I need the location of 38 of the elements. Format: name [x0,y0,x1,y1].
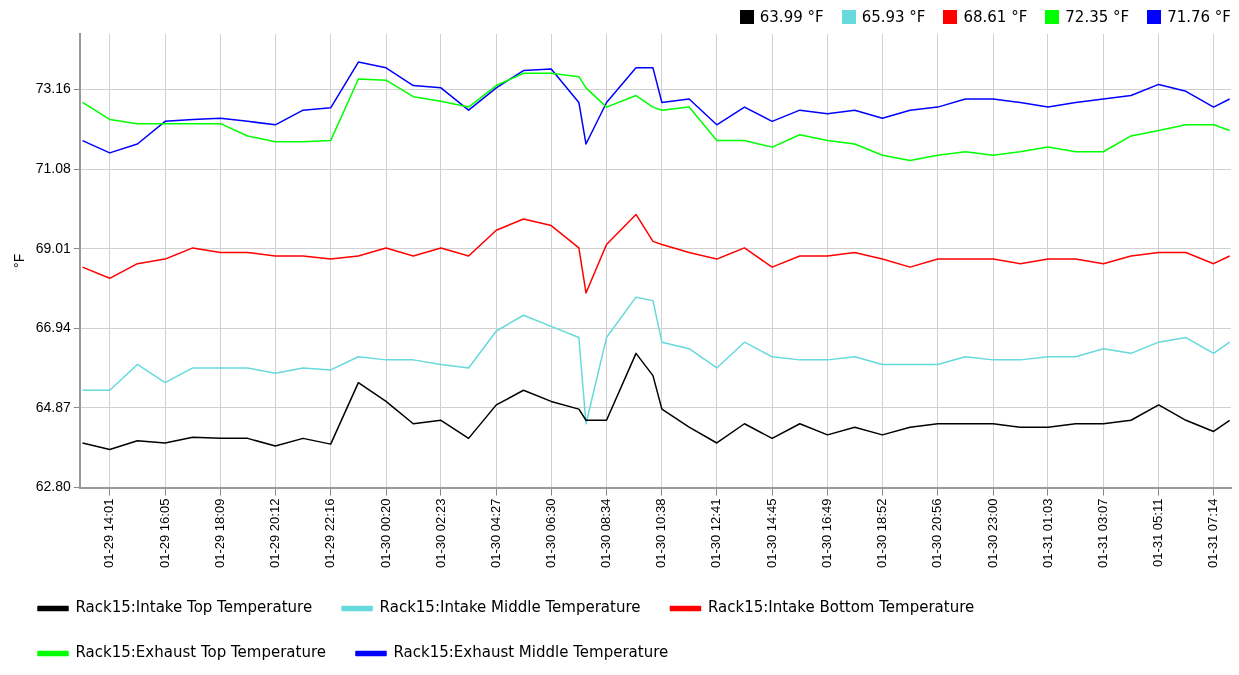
x-tick-label: 01-30 23:00 [984,498,1000,569]
text: 72.35 °F [1065,8,1130,26]
x-tick-label: 01-30 00:20 [377,498,393,569]
legend-label: Rack15:Exhaust Middle Temperature [393,643,669,662]
y-axis-title: °F [11,253,28,268]
y-tick-label: 73.16 [35,79,72,96]
y-tick-label: 69.01 [35,239,72,256]
legend-label: Rack15:Exhaust Top Temperature [75,643,326,662]
x-tick-label: 01-30 06:30 [542,498,558,569]
legend-label: Rack15:Intake Middle Temperature [379,598,641,617]
x-tick-label: 01-30 18:52 [873,498,889,569]
x-tick-label: 01-29 14:01 [101,498,117,569]
y-tick-label: 64.87 [35,398,72,415]
x-tick-label: 01-30 20:56 [929,498,945,569]
text: 65.93 °F [861,8,926,26]
x-tick-label: 01-29 20:12 [266,498,282,569]
y-tick-label: 66.94 [35,319,72,336]
y-tick-label: 71.08 [35,159,72,176]
x-tick-label: 01-31 05:11 [1150,498,1166,568]
text: 71.76 °F [1167,8,1231,26]
legend-label: Rack15:Intake Bottom Temperature [707,598,975,617]
x-tick-label: 01-30 04:27 [487,498,503,569]
x-tick-label: 01-29 16:05 [156,498,172,569]
text: 63.99 °F [759,8,824,26]
text: 68.61 °F [963,8,1028,26]
x-tick-label: 01-29 18:09 [212,498,228,569]
x-tick-label: 01-30 12:41 [708,498,724,569]
x-tick-label: 01-30 02:23 [432,498,448,569]
x-tick-label: 01-31 03:07 [1094,498,1110,569]
legend-label: Rack15:Intake Top Temperature [75,598,313,617]
x-tick-label: 01-31 01:03 [1039,498,1055,569]
x-tick-label: 01-29 22:16 [322,498,338,569]
x-tick-label: 01-30 16:49 [819,498,835,569]
x-tick-label: 01-31 07:14 [1205,498,1221,569]
x-tick-label: 01-30 14:45 [763,498,779,569]
x-tick-label: 01-30 10:38 [653,498,669,569]
x-tick-label: 01-30 08:34 [598,498,614,569]
y-tick-label: 62.80 [35,478,72,495]
